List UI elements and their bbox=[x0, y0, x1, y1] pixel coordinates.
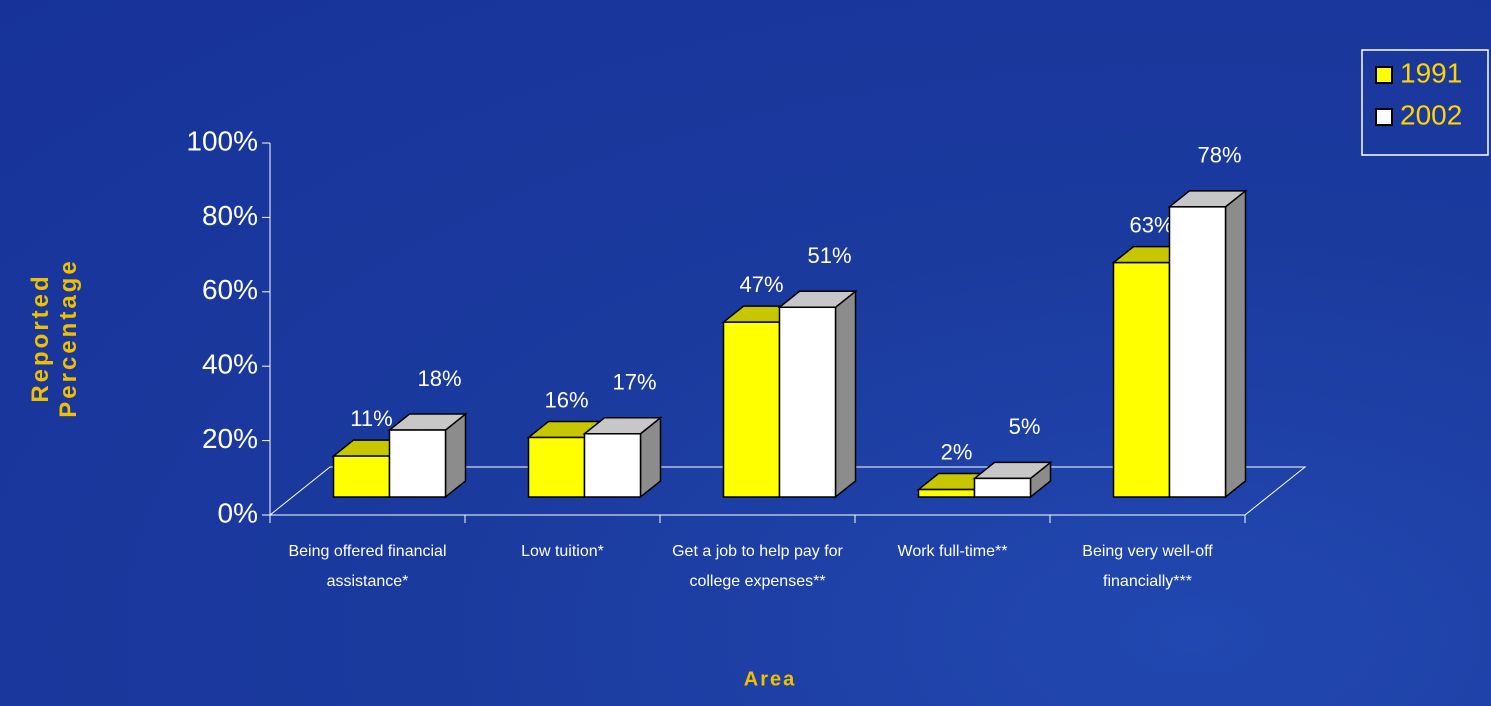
value-label: 16% bbox=[544, 387, 588, 412]
bar-face bbox=[332, 455, 391, 498]
bar-face bbox=[1168, 206, 1227, 498]
bar-face bbox=[722, 321, 781, 498]
legend-box bbox=[1361, 49, 1489, 156]
value-label: 51% bbox=[807, 243, 851, 268]
value-label: 2% bbox=[941, 439, 973, 464]
bar-face bbox=[1224, 189, 1247, 499]
bar-face bbox=[917, 488, 976, 498]
bar bbox=[972, 460, 1053, 499]
x-tick-label: Get a job to help pay for college expens… bbox=[672, 543, 843, 590]
bar-face bbox=[778, 306, 837, 498]
x-tick-label: Low tuition* bbox=[521, 543, 604, 560]
bar-face bbox=[527, 436, 586, 498]
value-label: 18% bbox=[417, 366, 461, 391]
y-tick-label: 0% bbox=[218, 497, 258, 528]
bar-face bbox=[834, 289, 857, 499]
bar bbox=[777, 289, 858, 499]
x-axis-label: Area bbox=[743, 668, 797, 691]
x-tick-label: Being offered financial assistance* bbox=[288, 543, 447, 590]
legend-swatch bbox=[1375, 108, 1393, 126]
value-label: 17% bbox=[612, 370, 656, 395]
value-label: 5% bbox=[1009, 414, 1041, 439]
bar-face bbox=[388, 429, 447, 498]
bar bbox=[387, 412, 468, 499]
y-tick-label: 20% bbox=[202, 423, 258, 454]
y-tick-label: 60% bbox=[202, 274, 258, 305]
value-label: 11% bbox=[350, 406, 392, 431]
bar bbox=[582, 416, 663, 499]
y-tick-label: 80% bbox=[202, 200, 258, 231]
value-label: 78% bbox=[1197, 143, 1241, 168]
value-label: 63% bbox=[1129, 212, 1173, 237]
bar-face bbox=[973, 477, 1032, 498]
legend-label: 1991 bbox=[1400, 57, 1462, 88]
legend-swatch bbox=[1375, 66, 1393, 84]
y-axis-label: Reported Percentage bbox=[27, 258, 82, 418]
bar-face bbox=[583, 433, 642, 498]
bar-face bbox=[1112, 261, 1171, 498]
floor bbox=[268, 466, 1307, 516]
x-tick-label: Being very well-off financially*** bbox=[1082, 543, 1213, 590]
bar bbox=[1167, 189, 1248, 499]
x-tick-label: Work full-time** bbox=[897, 543, 1008, 560]
value-label: 47% bbox=[739, 272, 783, 297]
legend-label: 2002 bbox=[1400, 99, 1462, 130]
y-tick-label: 40% bbox=[202, 349, 258, 380]
y-tick-label: 100% bbox=[186, 125, 258, 156]
